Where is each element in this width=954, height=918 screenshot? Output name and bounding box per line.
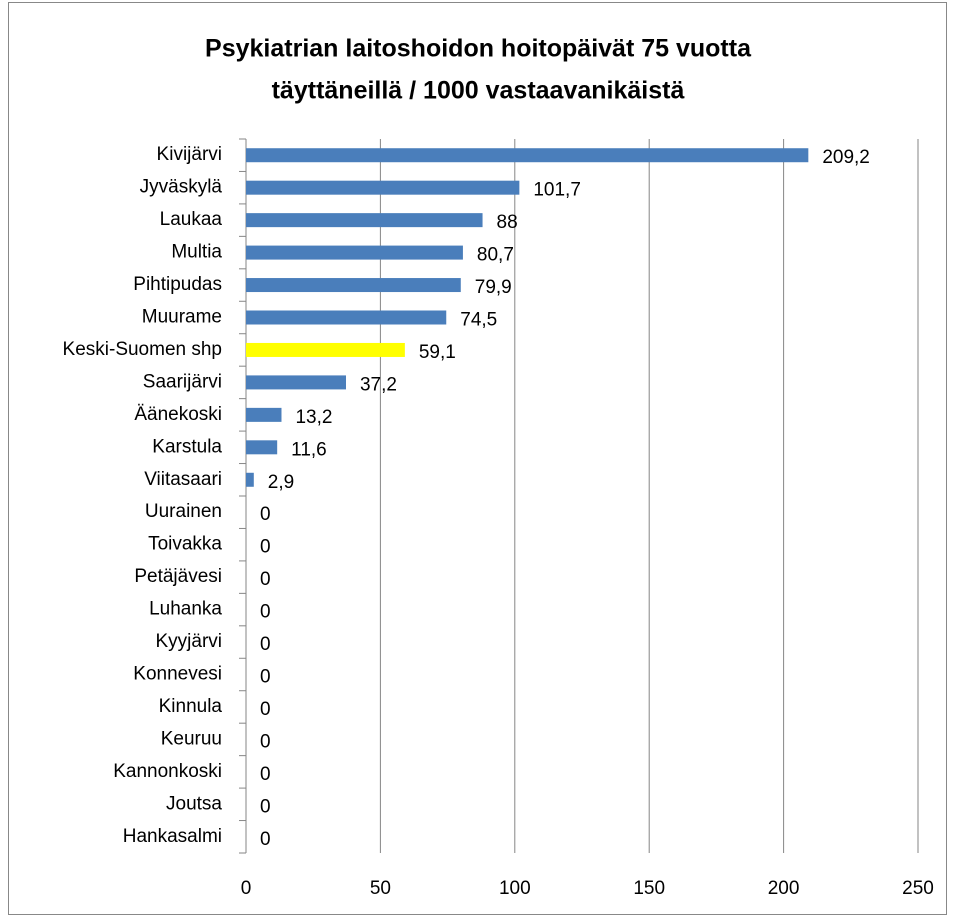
data-label: 0 xyxy=(260,764,271,785)
y-tick-label: Karstula xyxy=(152,436,222,457)
data-label: 0 xyxy=(260,796,271,817)
data-label: 74,5 xyxy=(460,310,497,331)
y-tick-label: Kinnula xyxy=(159,696,223,717)
y-tick-label: Multia xyxy=(171,242,222,263)
x-tick-label: 100 xyxy=(499,878,531,899)
y-tick-label: Petäjävesi xyxy=(134,566,222,587)
data-label: 209,2 xyxy=(822,147,870,168)
bar xyxy=(246,180,520,195)
y-tick-label: Keuruu xyxy=(161,728,222,749)
data-label: 88 xyxy=(497,212,518,233)
chart-title: täyttäneillä / 1000 vastaavanikäistä xyxy=(272,77,685,105)
bar xyxy=(246,148,809,163)
y-tick-label: Kannonkoski xyxy=(113,761,222,782)
data-label: 0 xyxy=(260,634,271,655)
y-tick-label: Pihtipudas xyxy=(133,274,222,295)
bar xyxy=(246,407,282,422)
data-label: 59,1 xyxy=(419,342,456,363)
data-label: 0 xyxy=(260,731,271,752)
data-label: 80,7 xyxy=(477,245,514,266)
data-label: 37,2 xyxy=(360,374,397,395)
x-tick-label: 200 xyxy=(768,878,800,899)
bar xyxy=(246,375,346,390)
y-tick-label: Viitasaari xyxy=(144,469,222,490)
bar xyxy=(246,472,254,487)
y-tick-label: Kivijärvi xyxy=(157,144,222,165)
x-tick-label: 250 xyxy=(902,878,934,899)
data-label: 0 xyxy=(260,537,271,558)
y-tick-label: Äänekoski xyxy=(134,404,222,425)
bar xyxy=(246,278,461,293)
data-label: 0 xyxy=(260,667,271,688)
data-label: 13,2 xyxy=(295,407,332,428)
data-label: 0 xyxy=(260,829,271,850)
y-tick-label: Luhanka xyxy=(149,599,222,620)
data-label: 0 xyxy=(260,602,271,623)
y-tick-label: Keski-Suomen shp xyxy=(63,339,222,360)
y-tick-label: Hankasalmi xyxy=(123,826,222,847)
y-tick-label: Uurainen xyxy=(145,501,222,522)
bar xyxy=(246,440,278,455)
bar xyxy=(246,245,463,260)
data-label: 0 xyxy=(260,504,271,525)
chart-title: Psykiatrian laitoshoidon hoitopäivät 75 … xyxy=(205,35,752,63)
bar xyxy=(246,213,483,228)
y-tick-label: Saarijärvi xyxy=(143,371,222,392)
x-tick-label: 0 xyxy=(241,878,252,899)
x-tick-label: 150 xyxy=(633,878,665,899)
data-label: 2,9 xyxy=(268,472,294,493)
y-tick-label: Joutsa xyxy=(166,793,222,814)
data-label: 79,9 xyxy=(475,277,512,298)
data-label: 0 xyxy=(260,569,271,590)
y-tick-label: Jyväskylä xyxy=(140,177,223,198)
data-label: 0 xyxy=(260,699,271,720)
y-tick-label: Muurame xyxy=(142,307,222,328)
data-label: 101,7 xyxy=(533,180,581,201)
y-tick-label: Laukaa xyxy=(160,209,223,230)
y-tick-label: Konnevesi xyxy=(133,664,222,685)
bar xyxy=(246,310,447,325)
x-tick-label: 50 xyxy=(370,878,391,899)
y-tick-label: Toivakka xyxy=(148,534,222,555)
bar xyxy=(246,342,405,357)
y-tick-label: Kyyjärvi xyxy=(155,631,222,652)
data-label: 11,6 xyxy=(291,439,327,460)
